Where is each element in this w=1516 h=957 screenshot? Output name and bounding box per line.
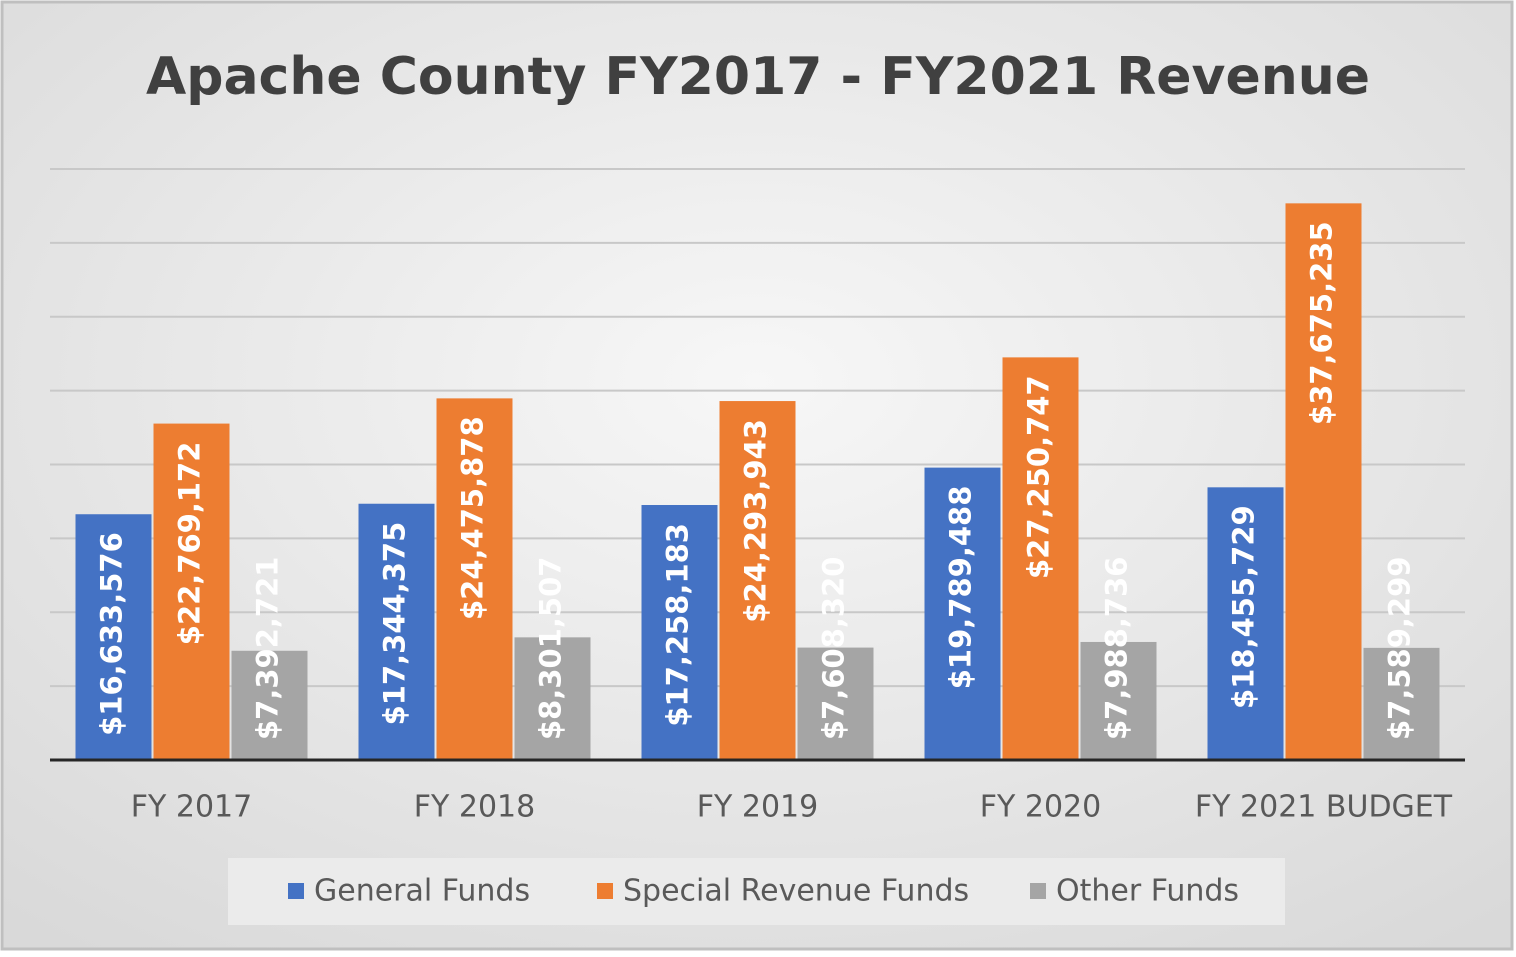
bar <box>1207 487 1284 760</box>
data-label: $22,769,172 <box>173 442 207 646</box>
data-label: $7,392,721 <box>251 557 285 740</box>
data-label: $24,475,878 <box>456 416 490 620</box>
bar <box>1285 203 1362 761</box>
bar <box>231 650 308 760</box>
legend-marker <box>1030 883 1046 899</box>
data-label: $17,258,183 <box>661 523 695 727</box>
x-tick-label: FY 2021 BUDGET <box>1195 790 1453 825</box>
data-label: $16,633,576 <box>95 532 129 736</box>
legend-label: General Funds <box>314 874 530 909</box>
data-label: $8,301,507 <box>534 557 568 740</box>
bar <box>797 647 874 760</box>
data-label: $7,589,299 <box>1383 557 1417 740</box>
legend-marker <box>597 883 613 899</box>
bar <box>358 503 435 760</box>
legend-label: Other Funds <box>1056 874 1239 909</box>
legend-box <box>228 858 1285 925</box>
legend-label: Special Revenue Funds <box>623 874 969 909</box>
x-tick-label: FY 2017 <box>131 790 252 825</box>
data-label: $7,608,320 <box>817 557 851 740</box>
data-label: $17,344,375 <box>378 522 412 726</box>
bar <box>1363 647 1440 760</box>
bar <box>514 637 591 760</box>
x-tick-label: FY 2020 <box>980 790 1101 825</box>
data-label: $7,988,736 <box>1100 557 1134 740</box>
bar <box>75 514 152 760</box>
x-tick-label: FY 2018 <box>414 790 535 825</box>
data-label: $18,455,729 <box>1227 505 1261 709</box>
bar <box>1080 641 1157 760</box>
bar <box>153 423 230 760</box>
data-label: $24,293,943 <box>739 419 773 623</box>
bar <box>719 401 796 760</box>
chart-title: Apache County FY2017 - FY2021 Revenue <box>146 47 1370 107</box>
bar <box>436 398 513 760</box>
bar <box>924 467 1001 760</box>
data-label: $37,675,235 <box>1305 221 1339 425</box>
bar <box>641 505 718 760</box>
data-label: $27,250,747 <box>1022 375 1056 579</box>
data-label: $19,789,488 <box>944 486 978 690</box>
bar <box>1002 357 1079 760</box>
x-tick-label: FY 2019 <box>697 790 818 825</box>
legend-marker <box>288 883 304 899</box>
